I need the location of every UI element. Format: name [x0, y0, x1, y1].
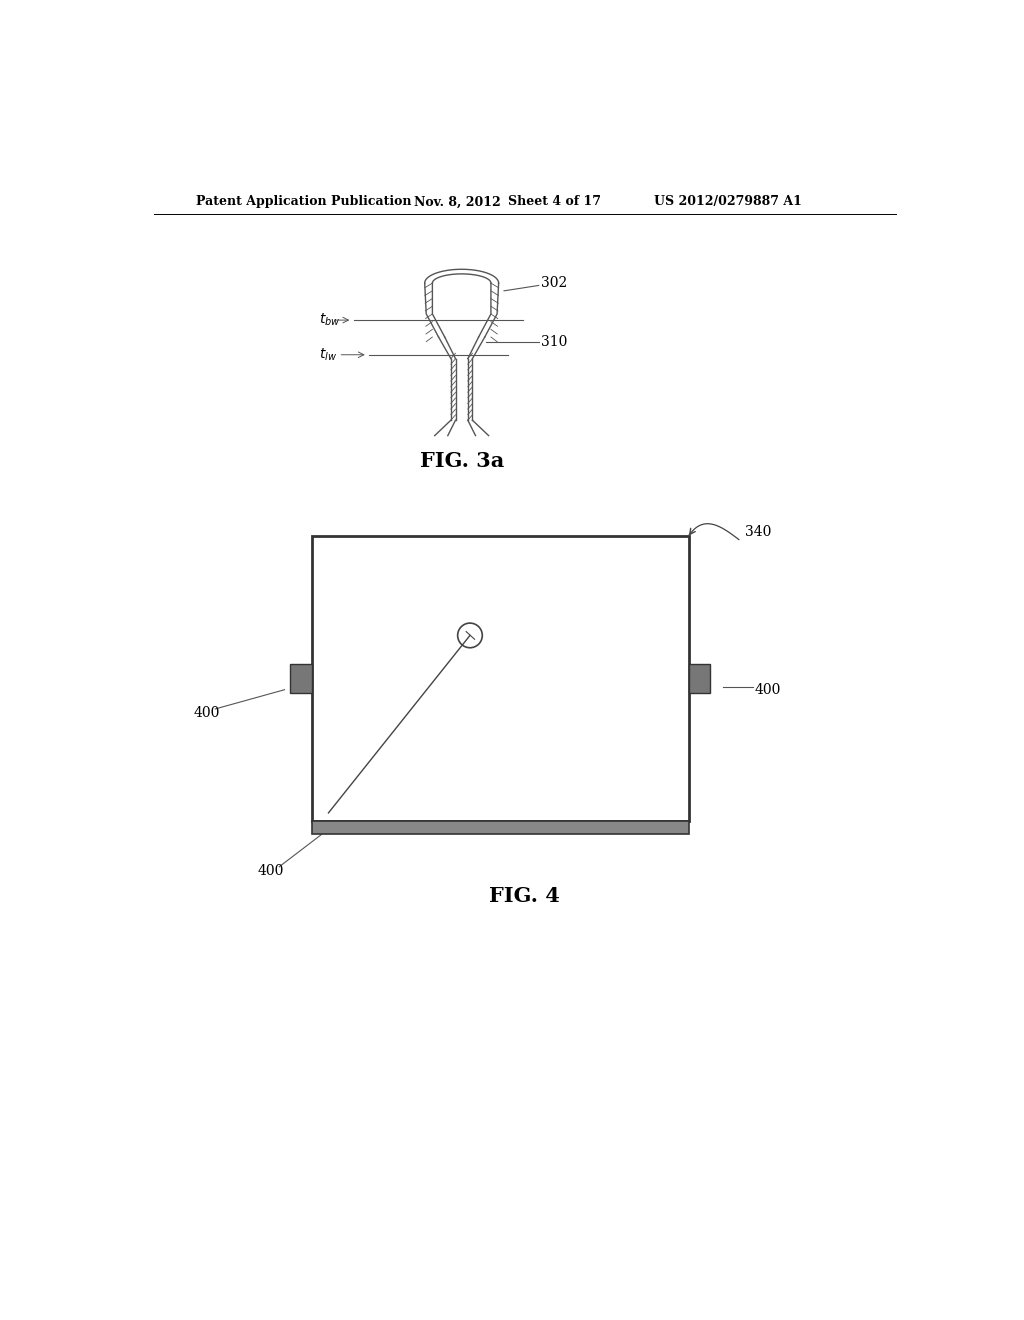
Text: 400: 400	[194, 706, 220, 719]
Bar	[311, 821, 689, 834]
Text: 310: 310	[541, 335, 567, 348]
Text: 400: 400	[755, 682, 780, 697]
Bar	[311, 536, 689, 821]
Text: Patent Application Publication: Patent Application Publication	[196, 195, 412, 209]
Text: $t_{bw}$: $t_{bw}$	[319, 312, 341, 329]
Text: FIG. 4: FIG. 4	[489, 886, 560, 906]
Text: Sheet 4 of 17: Sheet 4 of 17	[508, 195, 601, 209]
Bar	[290, 664, 311, 693]
Text: 340: 340	[745, 525, 771, 539]
Circle shape	[458, 623, 482, 648]
Text: FIG. 3a: FIG. 3a	[420, 451, 504, 471]
Text: US 2012/0279887 A1: US 2012/0279887 A1	[654, 195, 802, 209]
Text: 302: 302	[541, 276, 567, 290]
Text: Nov. 8, 2012: Nov. 8, 2012	[414, 195, 501, 209]
Text: 400: 400	[258, 863, 284, 878]
Bar	[689, 664, 711, 693]
Text: $t_{lw}$: $t_{lw}$	[319, 347, 337, 363]
